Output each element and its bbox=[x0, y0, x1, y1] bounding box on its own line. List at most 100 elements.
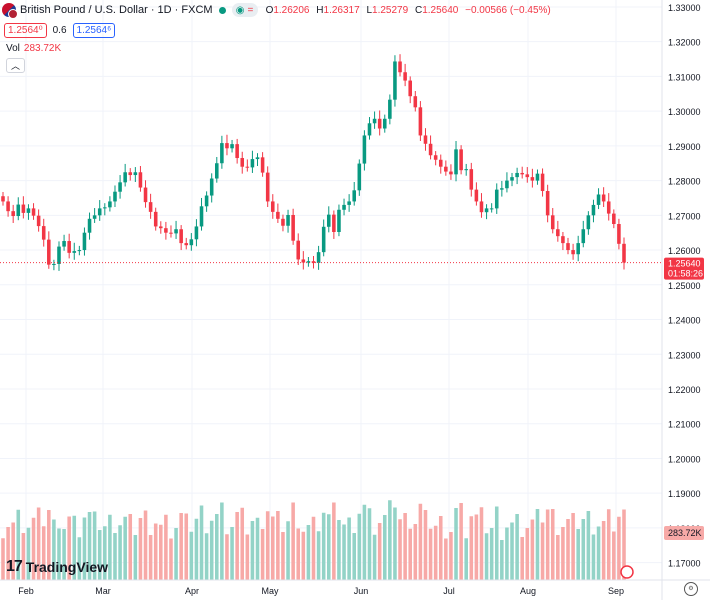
volume-bar bbox=[164, 514, 168, 580]
candle-body bbox=[164, 228, 168, 233]
candle-body bbox=[194, 226, 199, 240]
candle-body bbox=[174, 229, 178, 234]
candle-body bbox=[337, 209, 341, 232]
volume-bar bbox=[169, 538, 173, 580]
volume-bar bbox=[16, 509, 21, 580]
open-value: 1.26206 bbox=[273, 4, 310, 16]
candle-body bbox=[459, 149, 463, 171]
candle-body bbox=[62, 241, 66, 247]
candle-body bbox=[372, 118, 377, 124]
volume-bar bbox=[148, 535, 153, 580]
time-tick-label: Mar bbox=[95, 586, 111, 596]
candle-body bbox=[494, 189, 499, 209]
candle-body bbox=[148, 202, 153, 212]
volume-bar bbox=[21, 533, 26, 580]
volume-bar bbox=[92, 511, 97, 580]
candle-body bbox=[520, 172, 524, 175]
volume-bar bbox=[525, 528, 530, 580]
candle-body bbox=[199, 206, 204, 227]
candle-body bbox=[418, 107, 423, 136]
volume-bar bbox=[382, 515, 387, 580]
visibility-toggle-button[interactable]: ◉ = bbox=[231, 3, 258, 17]
volume-bar bbox=[479, 507, 484, 580]
spread-value: 0.6 bbox=[52, 25, 67, 36]
candle-body bbox=[367, 123, 372, 136]
candle-body bbox=[245, 166, 250, 168]
volume-bar bbox=[566, 519, 570, 580]
candles bbox=[1, 54, 634, 579]
candle-body bbox=[438, 159, 443, 167]
candle-body bbox=[6, 201, 10, 212]
candle-body bbox=[189, 239, 194, 246]
volume-bar bbox=[367, 508, 372, 580]
economic-event-icon[interactable] bbox=[620, 565, 634, 579]
price-tick-label: 1.21000 bbox=[668, 420, 701, 430]
candle-body bbox=[556, 229, 560, 237]
volume-bar bbox=[372, 534, 377, 580]
volume-bar bbox=[143, 510, 148, 580]
volume-bar bbox=[179, 513, 183, 580]
candle-body bbox=[87, 218, 92, 233]
price-tick-label: 1.27000 bbox=[668, 211, 701, 221]
gbp-usd-flag-icon bbox=[2, 3, 18, 19]
change-value: −0.00566 (−0.45%) bbox=[465, 4, 551, 16]
candle-body bbox=[215, 163, 219, 179]
candle-body bbox=[601, 194, 606, 202]
settings-gear-icon[interactable]: ⚙ bbox=[684, 582, 698, 596]
candle-body bbox=[220, 143, 224, 164]
volume-bar bbox=[220, 502, 224, 580]
candle-body bbox=[281, 218, 285, 226]
candle-body bbox=[255, 157, 260, 160]
candle-body bbox=[444, 166, 448, 172]
candle-body bbox=[617, 224, 621, 244]
candle-body bbox=[321, 226, 326, 253]
buy-price-button[interactable]: 1.2564⁶ bbox=[72, 23, 116, 38]
low-label: L bbox=[366, 4, 373, 16]
candle-body bbox=[428, 143, 433, 156]
time-tick-label: Feb bbox=[18, 586, 34, 596]
candle-body bbox=[484, 208, 489, 213]
candle-body bbox=[250, 159, 255, 168]
volume-bar bbox=[540, 522, 545, 580]
candle-body bbox=[357, 163, 362, 191]
candle-body bbox=[332, 214, 336, 232]
close-label: C bbox=[414, 4, 423, 16]
candle-body bbox=[67, 241, 71, 253]
candle-body bbox=[301, 259, 306, 263]
time-tick-label: May bbox=[261, 586, 279, 596]
candle-body bbox=[377, 118, 382, 129]
volume-bar bbox=[153, 523, 158, 580]
volume-bar bbox=[535, 509, 540, 580]
volume-bar bbox=[398, 519, 402, 580]
high-value: 1.26317 bbox=[323, 4, 360, 16]
candle-body bbox=[449, 171, 453, 175]
candle-body bbox=[52, 263, 56, 265]
candle-body bbox=[540, 173, 545, 192]
chevron-up-icon: ︿ bbox=[10, 61, 20, 71]
tradingview-logo[interactable]: 17 TradingView bbox=[6, 558, 108, 576]
candle-body bbox=[291, 214, 295, 241]
sell-price-button[interactable]: 1.2564⁰ bbox=[4, 23, 47, 38]
candle-body bbox=[479, 201, 484, 213]
low-value: 1.25279 bbox=[372, 4, 409, 16]
candle-body bbox=[566, 243, 570, 251]
candle-body bbox=[276, 211, 280, 219]
volume-bar bbox=[316, 531, 321, 580]
volume-bar bbox=[138, 518, 143, 580]
collapse-legend-button[interactable]: ︿ bbox=[6, 58, 25, 73]
volume-bar bbox=[31, 517, 36, 580]
volume-bar bbox=[469, 516, 474, 580]
volume-bar bbox=[444, 538, 448, 580]
volume-bar bbox=[423, 510, 428, 580]
volume-bar bbox=[510, 522, 514, 580]
volume-bar bbox=[133, 535, 138, 580]
price-tick-label: 1.20000 bbox=[668, 454, 701, 464]
volume-bar bbox=[240, 507, 245, 580]
volume-legend[interactable]: Vol 283.72K bbox=[6, 43, 61, 54]
candle-body bbox=[1, 196, 5, 202]
volume-bar bbox=[520, 537, 524, 580]
volume-bar bbox=[581, 519, 586, 580]
symbol-title[interactable]: British Pound / U.S. Dollar · 1D · FXCM bbox=[20, 4, 213, 16]
